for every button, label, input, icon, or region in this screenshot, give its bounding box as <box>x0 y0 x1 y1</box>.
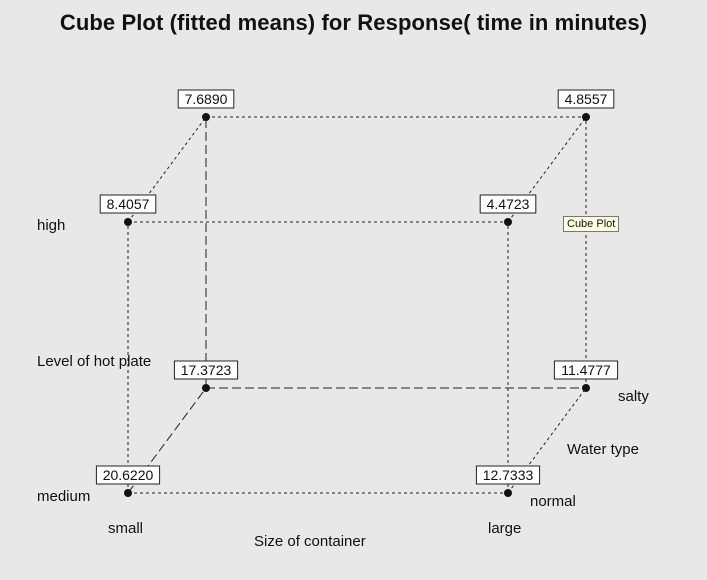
cube-value-text-7: 12.7333 <box>483 467 534 483</box>
cube-point-5 <box>582 384 590 392</box>
cube-edge-z-9 <box>127 116 207 223</box>
cube-point-7 <box>504 489 512 497</box>
cube-value-text-3: 4.4723 <box>487 196 530 212</box>
z-high-label: salty <box>618 388 649 405</box>
cube-point-3 <box>504 218 512 226</box>
y-high-label: high <box>37 217 66 234</box>
cube-edge-z-11 <box>507 116 587 223</box>
cube-value-text-2: 8.4057 <box>107 196 150 212</box>
y-low-label: medium <box>37 488 91 505</box>
cube-value-text-1: 4.8557 <box>565 91 608 107</box>
cube-value-label-1: 4.8557 <box>557 89 615 109</box>
cube-point-4 <box>202 384 210 392</box>
cube-point-1 <box>582 113 590 121</box>
x-axis-label: Size of container <box>254 533 366 550</box>
x-low-label: small <box>108 520 144 537</box>
cube-value-label-5: 11.4777 <box>553 360 619 380</box>
cube-edge-z-10 <box>507 387 587 494</box>
cube-value-label-3: 4.4723 <box>479 194 537 214</box>
cube-value-label-4: 17.3723 <box>173 360 239 380</box>
cube-point-6 <box>124 489 132 497</box>
cube-value-text-6: 20.6220 <box>103 467 154 483</box>
cube-value-text-5: 11.4777 <box>561 362 611 378</box>
cube-plot-tooltip: Cube Plot <box>563 216 620 232</box>
cube-value-label-2: 8.4057 <box>99 194 157 214</box>
cube-value-text-4: 17.3723 <box>181 362 232 378</box>
cube-point-0 <box>202 113 210 121</box>
cube-point-2 <box>124 218 132 226</box>
chart-title: Cube Plot (fitted means) for Response( t… <box>59 10 648 35</box>
cube-value-text-0: 7.6890 <box>185 91 228 107</box>
z-axis-label: Water type <box>567 441 639 458</box>
cube-value-label-6: 20.6220 <box>95 465 161 485</box>
z-low-label: normal <box>530 493 576 510</box>
x-high-label: large <box>488 520 522 537</box>
y-axis-label: Level of hot plate <box>37 353 152 370</box>
cube-value-label-7: 12.7333 <box>475 465 541 485</box>
cube-value-label-0: 7.6890 <box>177 89 235 109</box>
